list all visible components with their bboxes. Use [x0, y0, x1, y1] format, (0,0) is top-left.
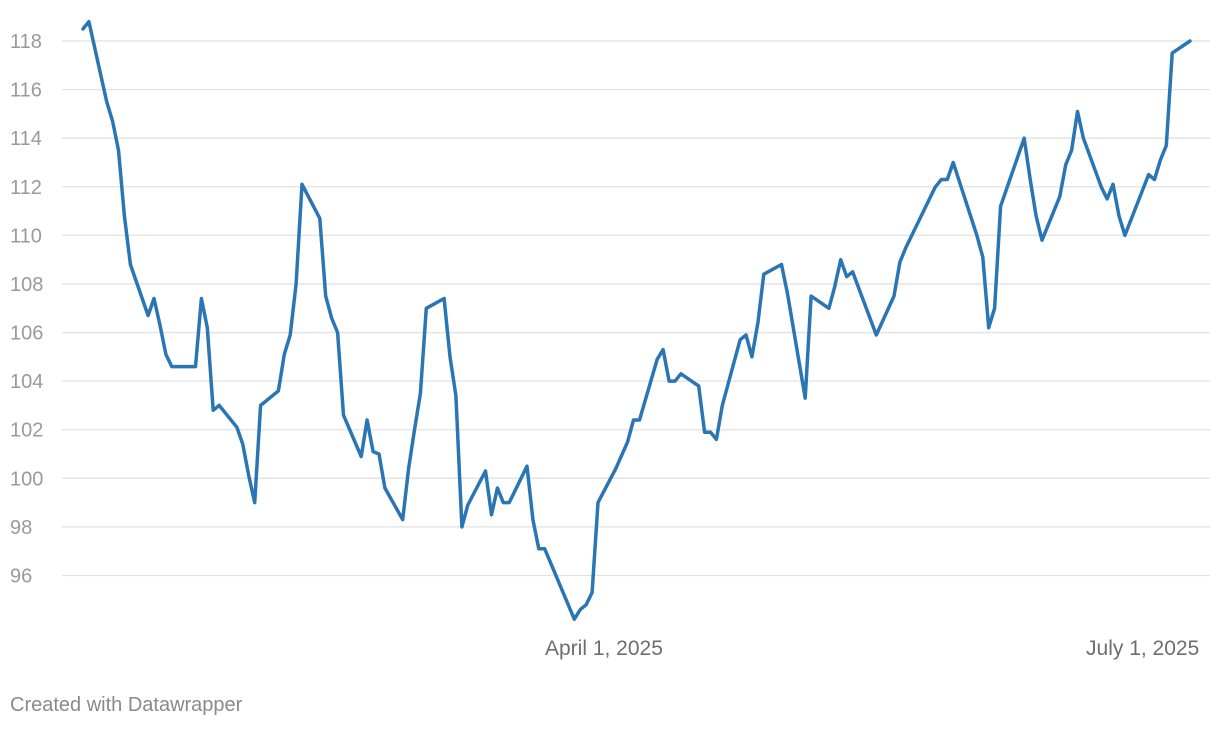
series-line-0 [81, 19, 1192, 621]
y-tick-label-96: 96 [10, 566, 32, 588]
credit-text: Created with Datawrapper [10, 694, 243, 716]
y-tick-label-118: 118 [10, 31, 42, 53]
line-chart: 96 98 100 102 104 106 108 110 112 114 116 118 April… [10, 19, 1210, 660]
y-tick-label-108: 108 [10, 274, 43, 296]
y-tick-label-100: 100 [10, 468, 43, 490]
series-layer [81, 19, 1192, 621]
x-tick-label-1: July 1, 2025 [1086, 637, 1199, 660]
y-tick-label-106: 106 [10, 323, 43, 345]
y-axis-ticks: 96 98 100 102 104 106 108 110 112 114 116 118 [10, 31, 43, 588]
x-axis-ticks: April 1, 2025 July 1, 2025 [545, 637, 1199, 660]
gridlines [62, 40, 1210, 577]
y-tick-label-114: 114 [10, 128, 42, 150]
y-tick-label-110: 110 [10, 225, 42, 247]
y-tick-label-102: 102 [10, 420, 43, 442]
y-tick-label-116: 116 [10, 80, 42, 102]
x-tick-label-0: April 1, 2025 [545, 637, 663, 660]
y-tick-label-112: 112 [10, 177, 42, 199]
y-tick-label-98: 98 [10, 517, 32, 539]
y-tick-label-104: 104 [10, 371, 43, 393]
